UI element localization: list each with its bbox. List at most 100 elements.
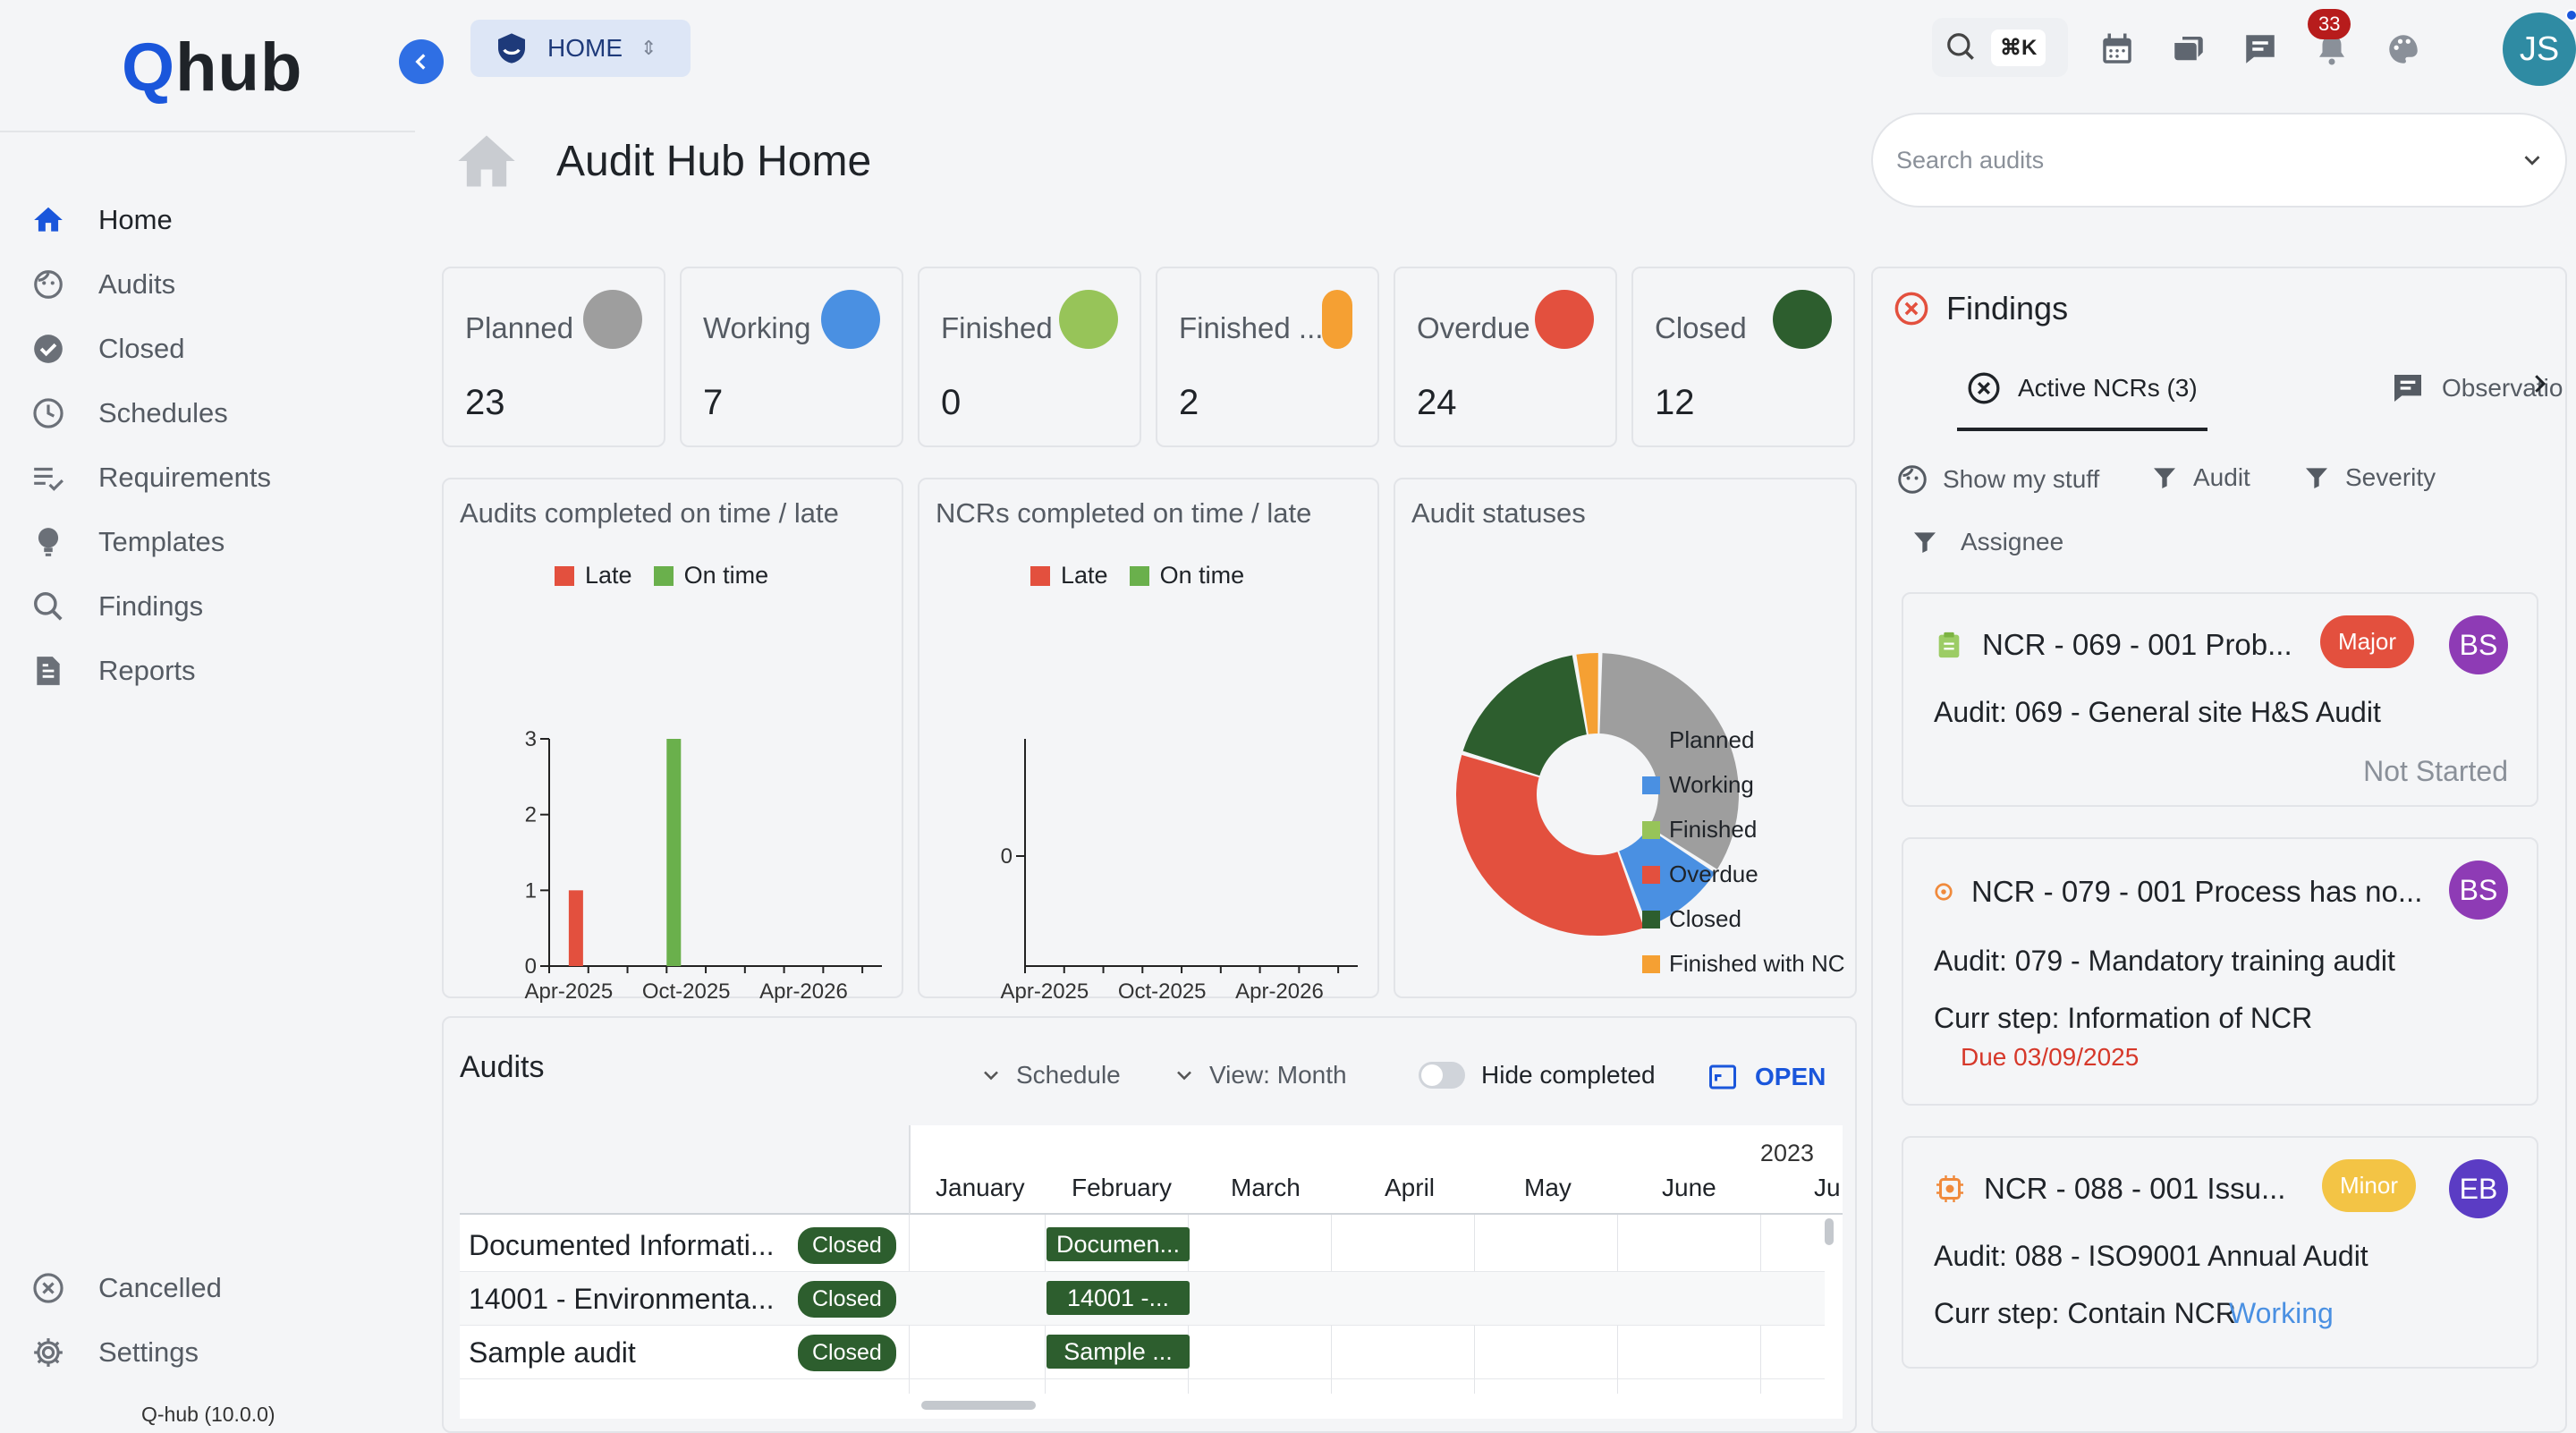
status-badge: Closed	[798, 1335, 896, 1371]
open-button[interactable]: OPEN	[1707, 1061, 1826, 1093]
sidebar-item-closed[interactable]: Closed	[0, 317, 428, 381]
legend-swatch-late	[555, 565, 574, 586]
list-check-icon	[30, 460, 66, 496]
assignee-avatar[interactable]: BS	[2449, 861, 2508, 920]
chart-legend: Late On time	[1030, 562, 1244, 589]
sidebar-item-cancelled[interactable]: Cancelled	[0, 1256, 428, 1320]
horizontal-scrollbar[interactable]	[921, 1401, 1036, 1410]
ncr-card[interactable]: NCR - 079 - 001 Process has no... BS Aud…	[1902, 837, 2538, 1106]
shortcut-hint: ⌘K	[1991, 29, 2046, 66]
ncr-card[interactable]: NCR - 088 - 001 Issu... Minor EB Audit: …	[1902, 1136, 2538, 1369]
filter-label: Show my stuff	[1943, 465, 2100, 493]
filter-label: Severity	[2345, 463, 2436, 491]
bar-on-time	[666, 739, 682, 966]
sidebar-item-label: Closed	[98, 333, 185, 364]
gantt-row[interactable]: Sample audit Closed Sample ...	[460, 1326, 1825, 1379]
filter-audit[interactable]: Audit	[2150, 463, 2250, 492]
bell-icon[interactable]	[2311, 29, 2352, 70]
user-avatar[interactable]: JS	[2503, 13, 2576, 86]
gantt-year: 2023	[1759, 1140, 1814, 1166]
sidebar-item-label: Requirements	[98, 462, 271, 493]
severity-badge: Major	[2320, 615, 2415, 668]
gantt-bar[interactable]: Documen...	[1046, 1227, 1190, 1261]
search-icon	[1947, 33, 1974, 60]
collapse-sidebar-button[interactable]	[399, 39, 444, 84]
status-card-value: 0	[941, 383, 962, 422]
legend-swatch-late	[1030, 565, 1050, 586]
sidebar-item-audits[interactable]: Audits	[0, 252, 428, 317]
filter-severity[interactable]: Severity	[2302, 463, 2436, 492]
search-audits-input[interactable]: Search audits	[1871, 113, 2567, 208]
status-card-label: Overdue	[1417, 311, 1530, 344]
y-tick-label: 3	[525, 727, 537, 751]
x-tick-label: Apr-2025	[525, 979, 614, 1004]
status-card-finished-with-nc[interactable]: Finished ... 2	[1156, 267, 1379, 447]
ncr-title-text: NCR - 069 - 001 Prob...	[1982, 628, 2292, 661]
hide-completed-toggle[interactable]: Hide completed	[1419, 1061, 1656, 1090]
cancel-circle-icon	[1968, 372, 2000, 404]
chat-bubbles-icon[interactable]	[2168, 29, 2209, 70]
gantt-month: January	[936, 1174, 1025, 1201]
assignee-avatar[interactable]: EB	[2449, 1159, 2508, 1218]
tab-active-ncrs[interactable]: Active NCRs (3)	[1966, 370, 2198, 406]
sidebar-item-home[interactable]: Home	[0, 188, 428, 252]
toggle-switch[interactable]	[1419, 1062, 1465, 1089]
status-card-overdue[interactable]: Overdue 24	[1394, 267, 1617, 447]
palette-icon[interactable]	[2383, 29, 2424, 70]
status-dot	[1059, 290, 1118, 349]
tabs-scroll-right-button[interactable]	[2526, 370, 2553, 397]
view-dropdown[interactable]: View: Month	[1172, 1061, 1347, 1090]
findings-title: Findings	[1946, 290, 2069, 326]
legend-swatch	[1642, 776, 1660, 794]
status-card-closed[interactable]: Closed 12	[1631, 267, 1855, 447]
filter-show-my-stuff[interactable]: Show my stuff	[1896, 463, 2099, 496]
sidebar-item-templates[interactable]: Templates	[0, 510, 428, 574]
chart-title: Audits completed on time / late	[460, 497, 839, 529]
schedule-dropdown[interactable]: Schedule	[979, 1061, 1121, 1090]
status-card-working[interactable]: Working 7	[680, 267, 903, 447]
gantt-bar[interactable]: 14001 -...	[1046, 1281, 1190, 1315]
legend-label: On time	[683, 562, 769, 589]
legend-label: Working	[1669, 771, 1754, 798]
calendar-icon[interactable]	[2097, 29, 2138, 70]
chart-title: NCRs completed on time / late	[936, 497, 1312, 529]
sidebar-item-findings[interactable]: Findings	[0, 574, 428, 639]
chevron-down-icon	[2524, 156, 2540, 165]
tab-observations[interactable]: Observatio	[2390, 370, 2563, 406]
sidebar-item-label: Findings	[98, 590, 204, 622]
status-card-value: 12	[1655, 383, 1695, 422]
gantt-bar[interactable]: Sample ...	[1046, 1335, 1190, 1369]
status-card-label: Closed	[1655, 311, 1747, 344]
gantt-row[interactable]: 14001 - Environmenta... Closed 14001 -..…	[460, 1272, 1825, 1326]
findings-header: Findings	[1893, 290, 2068, 327]
sidebar-item-schedules[interactable]: Schedules	[0, 381, 428, 445]
ncr-card[interactable]: NCR - 069 - 001 Prob... Major BS Audit: …	[1902, 592, 2538, 807]
filter-icon	[1914, 532, 1936, 553]
check-circle-icon	[30, 331, 66, 367]
target-icon	[1935, 883, 1953, 901]
status-card-value: 2	[1179, 383, 1199, 422]
gantt-row[interactable]: Documented Informati... Closed Documen..…	[460, 1218, 1825, 1272]
legend-swatch-ontime	[1129, 565, 1149, 586]
assignee-avatar[interactable]: BS	[2449, 615, 2508, 674]
global-search-button[interactable]: ⌘K	[1932, 18, 2068, 77]
status-card-planned[interactable]: Planned 23	[442, 267, 665, 447]
sidebar-item-settings[interactable]: Settings	[0, 1320, 428, 1385]
qhub-logo[interactable]: Qhub	[122, 30, 303, 106]
ncr-current-step: Curr step: Contain NCR	[1934, 1297, 2236, 1329]
status-card-value: 23	[465, 383, 505, 422]
legend-label: Closed	[1669, 905, 1741, 932]
filter-assignee[interactable]: Assignee	[1911, 528, 2063, 556]
legend-swatch	[1642, 911, 1660, 928]
sidebar-item-reports[interactable]: Reports	[0, 639, 428, 703]
status-card-value: 24	[1417, 383, 1457, 422]
vertical-scrollbar[interactable]	[1825, 1218, 1834, 1245]
audits-ontime-bar-chart: Apr-2025 Oct-2025 Apr-2026 0 1 2 3	[525, 727, 882, 1004]
pie-slice-overdue	[1456, 755, 1644, 936]
sidebar-item-label: Cancelled	[98, 1272, 222, 1303]
message-icon[interactable]	[2240, 29, 2281, 70]
legend-swatch	[1642, 955, 1660, 973]
sidebar-item-requirements[interactable]: Requirements	[0, 445, 428, 510]
project-selector[interactable]: HOME ⇕	[470, 20, 691, 77]
status-card-finished[interactable]: Finished 0	[918, 267, 1141, 447]
